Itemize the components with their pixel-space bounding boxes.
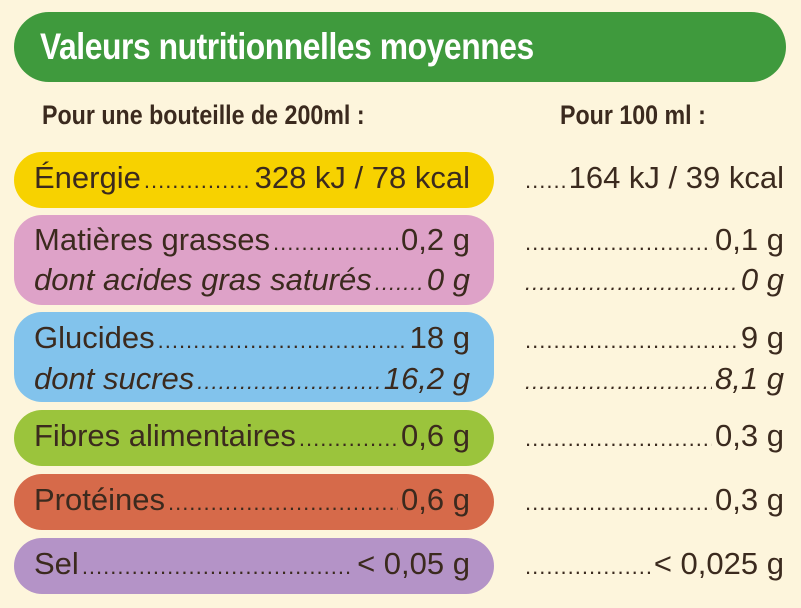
sugars-bottle-value: 16,2 g	[383, 361, 470, 396]
leader-dots	[525, 168, 566, 194]
carbs-label: Glucides	[34, 320, 155, 355]
energy-bottle-value: 328 kJ / 78 kcal	[254, 160, 470, 195]
protein-row-100ml: 0,3 g	[522, 482, 784, 518]
fibre-pill	[14, 410, 494, 466]
protein-bottle-value: 0,6 g	[401, 482, 470, 517]
energy-pill	[14, 152, 494, 208]
title-banner: Valeurs nutritionnelles moyennes	[14, 12, 786, 82]
energy-row-bottle: Énergie 328 kJ / 78 kcal	[34, 160, 470, 196]
protein-100ml-value: 0,3 g	[715, 482, 784, 517]
energy-row-100ml: 164 kJ / 39 kcal	[522, 160, 784, 196]
column-header-per-100ml: Pour 100 ml :	[560, 100, 706, 130]
leader-dots	[525, 369, 712, 395]
leader-dots	[525, 328, 738, 354]
fibre-label: Fibres alimentaires	[34, 418, 296, 453]
salt-100ml-value: < 0,025 g	[653, 546, 784, 581]
fibre-100ml-value: 0,3 g	[715, 418, 784, 453]
leader-dots	[197, 369, 381, 395]
leader-dots	[82, 554, 354, 580]
leader-dots	[375, 270, 424, 296]
fibre-bottle-value: 0,6 g	[401, 418, 470, 453]
saturated-fat-row-100ml: 0 g	[522, 262, 784, 298]
leader-dots	[144, 168, 252, 194]
table-title: Valeurs nutritionnelles moyennes	[40, 26, 534, 67]
carbs-bottle-value: 18 g	[409, 320, 470, 355]
salt-label: Sel	[34, 546, 79, 581]
leader-dots	[525, 230, 712, 256]
fat-100ml-value: 0,1 g	[715, 222, 784, 257]
saturated-fat-row-bottle: dont acides gras saturés 0 g	[34, 262, 470, 298]
carbs-100ml-value: 9 g	[740, 320, 784, 355]
energy-label: Énergie	[34, 160, 141, 195]
fibre-row-100ml: 0,3 g	[522, 418, 784, 454]
sugars-label: dont sucres	[34, 361, 195, 396]
energy-100ml-value: 164 kJ / 39 kcal	[568, 160, 784, 195]
sugars-row-bottle: dont sucres 16,2 g	[34, 361, 470, 397]
salt-row-100ml: < 0,025 g	[522, 546, 784, 582]
fibre-row-bottle: Fibres alimentaires 0,6 g	[34, 418, 470, 454]
leader-dots	[525, 490, 712, 516]
protein-row-bottle: Protéines 0,6 g	[34, 482, 470, 518]
fat-label: Matières grasses	[34, 222, 271, 257]
leader-dots	[299, 426, 398, 452]
salt-bottle-value: < 0,05 g	[357, 546, 470, 581]
saturated-fat-label: dont acides gras saturés	[34, 262, 372, 297]
carbs-row-bottle: Glucides 18 g	[34, 320, 470, 356]
leader-dots	[525, 426, 712, 452]
leader-dots	[525, 554, 651, 580]
fat-row-100ml: 0,1 g	[522, 222, 784, 258]
fat-row-bottle: Matières grasses 0,2 g	[34, 222, 470, 258]
column-header-per-bottle: Pour une bouteille de 200ml :	[42, 100, 365, 130]
salt-row-bottle: Sel < 0,05 g	[34, 546, 470, 582]
leader-dots	[168, 490, 398, 516]
sugars-row-100ml: 8,1 g	[522, 361, 784, 397]
carbs-row-100ml: 9 g	[522, 320, 784, 356]
leader-dots	[273, 230, 398, 256]
leader-dots	[158, 328, 407, 354]
leader-dots	[525, 270, 738, 296]
protein-label: Protéines	[34, 482, 165, 517]
fat-bottle-value: 0,2 g	[401, 222, 470, 257]
saturated-fat-100ml-value: 0 g	[740, 262, 784, 297]
sugars-100ml-value: 8,1 g	[715, 361, 784, 396]
saturated-fat-bottle-value: 0 g	[426, 262, 470, 297]
